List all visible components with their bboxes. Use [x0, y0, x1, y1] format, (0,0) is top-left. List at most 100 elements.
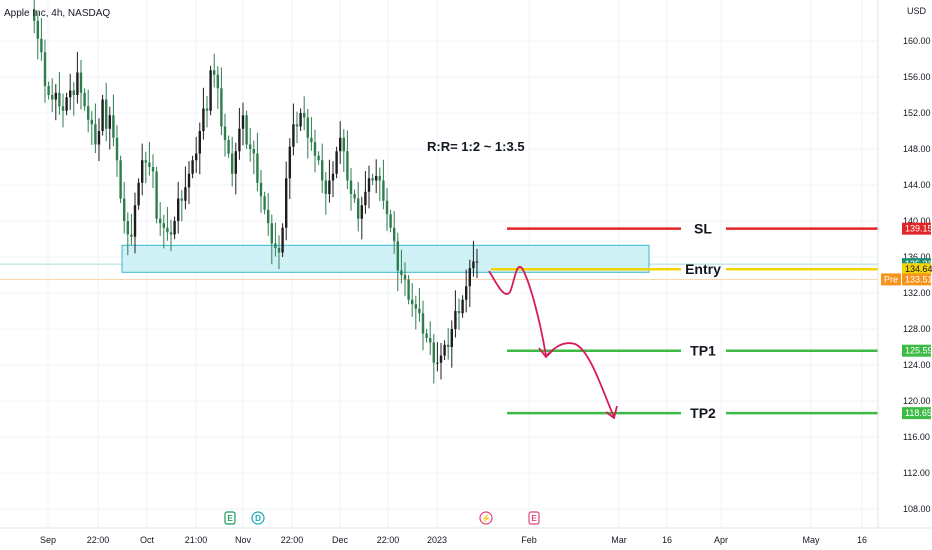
- event-markers[interactable]: E D ⚡ E: [224, 511, 540, 525]
- candle-body: [234, 151, 237, 174]
- candle-body: [475, 261, 479, 263]
- candle-body: [87, 106, 90, 120]
- event-marker-box: [528, 511, 540, 525]
- candle-body: [403, 275, 407, 280]
- candle-body: [141, 160, 144, 183]
- candle-body: [36, 20, 39, 39]
- candle-body: [295, 124, 299, 127]
- y-tick-label: 108.00: [903, 504, 931, 514]
- candle-body: [155, 171, 158, 219]
- entry-price-tag-bg: [902, 263, 931, 276]
- candle-body: [421, 313, 425, 334]
- candle-body: [97, 131, 101, 145]
- x-tick-label: 16: [662, 535, 672, 545]
- candle-body: [173, 221, 176, 235]
- candle-body: [364, 191, 367, 206]
- event-marker-label: E: [531, 514, 537, 523]
- event-marker[interactable]: ⚡: [479, 511, 493, 525]
- candle-body: [169, 232, 173, 235]
- candle-body: [339, 137, 342, 152]
- x-tick-label: 22:00: [281, 535, 304, 545]
- candle-body: [274, 243, 277, 248]
- candle-body: [148, 162, 151, 167]
- candle-body: [216, 74, 219, 89]
- rr-annotation: R:R= 1:2 ~ 1:3.5: [427, 139, 525, 154]
- chart-title: Apple Inc, 4h, NASDAQ: [4, 8, 110, 19]
- candle-body: [144, 160, 147, 163]
- candle-body: [245, 115, 248, 145]
- candle-body: [43, 52, 47, 86]
- candle-body: [457, 311, 461, 314]
- candle-body: [360, 205, 363, 219]
- candle-body: [72, 90, 75, 95]
- candle-body: [76, 72, 79, 95]
- premarket-badge: Pre: [884, 274, 898, 284]
- event-marker-label: E: [227, 514, 233, 523]
- x-tick-label: 22:00: [87, 535, 110, 545]
- candle-body: [299, 113, 302, 127]
- candle-body: [223, 126, 227, 140]
- candle-body: [220, 88, 223, 127]
- candle-body: [126, 221, 129, 235]
- x-tick-label: May: [802, 535, 820, 545]
- candle-body: [256, 153, 259, 183]
- candle-body: [40, 38, 43, 53]
- event-marker-circle: [479, 511, 493, 525]
- tp1-price-tag-bg: [902, 344, 931, 357]
- arrow-path: [488, 265, 615, 418]
- x-tick-label: Dec: [332, 535, 349, 545]
- candle-body: [349, 180, 353, 194]
- candle-body: [94, 124, 97, 145]
- candle-body: [436, 362, 439, 364]
- candle-body: [324, 180, 327, 194]
- y-tick-label: 156.00: [903, 72, 931, 82]
- candle-body: [447, 344, 450, 347]
- candle-body: [177, 198, 180, 221]
- tp2-price-tag: 118.65: [905, 408, 932, 418]
- entry-level-label: Entry: [685, 261, 721, 277]
- candle-body: [83, 92, 86, 107]
- candle-body: [414, 304, 417, 309]
- candle-body: [400, 270, 403, 275]
- candle-body: [429, 338, 432, 343]
- candle-body: [411, 299, 414, 305]
- candle-body: [130, 234, 133, 237]
- candle-body: [65, 97, 68, 111]
- candle-body: [331, 173, 335, 181]
- candle-body: [202, 108, 205, 131]
- event-marker-box: [224, 511, 236, 525]
- candle-body: [213, 70, 216, 75]
- zone-rect[interactable]: [121, 244, 650, 273]
- candle-body: [285, 178, 288, 228]
- y-tick-label: 152.00: [903, 108, 931, 118]
- candle-body: [367, 178, 371, 192]
- candle-body: [378, 176, 381, 181]
- event-marker-label: ⚡: [481, 513, 491, 523]
- candle-body: [317, 155, 320, 161]
- candle-body: [47, 86, 50, 95]
- candle-body: [472, 261, 475, 269]
- candle-body: [328, 180, 331, 194]
- candle-body: [33, 9, 36, 21]
- arrow-head: [538, 347, 554, 359]
- event-marker[interactable]: D: [251, 511, 265, 525]
- candle-body: [461, 299, 464, 314]
- candle-body: [375, 176, 378, 181]
- support-resistance-zone[interactable]: [121, 244, 650, 273]
- x-tick-label: Oct: [140, 535, 155, 545]
- candle-body: [137, 182, 140, 206]
- candle-body: [382, 180, 385, 201]
- tp2-price-tag-bg: [902, 407, 931, 420]
- x-tick-label: 16: [857, 535, 867, 545]
- time-axis[interactable]: Sep 22:00 Oct 21:00 Nov 22:00 Dec 22:00 2023 Feb M…: [40, 535, 867, 545]
- candle-body: [241, 115, 245, 129]
- event-marker[interactable]: E: [224, 511, 236, 525]
- event-marker[interactable]: E: [528, 511, 540, 525]
- candle-body: [313, 142, 317, 156]
- price-axis[interactable]: 160.00 156.00 152.00 148.00 144.00 140.00 136.…: [903, 36, 931, 514]
- candle-body: [292, 124, 295, 147]
- sl-level-label: SL: [694, 221, 712, 237]
- candle-body: [270, 223, 273, 244]
